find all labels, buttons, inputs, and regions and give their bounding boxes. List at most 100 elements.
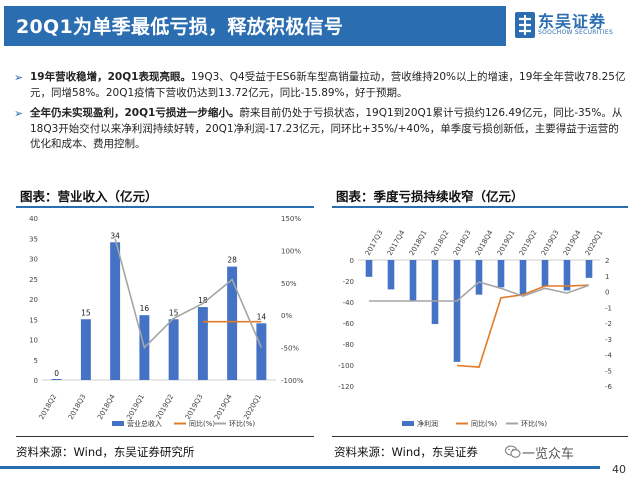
title-banner: 20Q1为单季最低亏损，释放积极信号 (4, 6, 506, 46)
legend-label: 同比(%) (189, 419, 215, 428)
legend-label: 环比(%) (521, 419, 547, 428)
y-left-tick-label: -20 (343, 278, 354, 286)
bar-2019Q4 (227, 266, 238, 380)
x-tick-label: 2020Q1 (584, 229, 605, 257)
legend-swatch (402, 421, 414, 426)
y-left-tick-label: 0 (350, 257, 354, 265)
bar-2019Q1 (497, 260, 505, 288)
x-tick-label: 2019Q1 (125, 393, 146, 421)
y-right-tick-label: -2 (605, 320, 612, 328)
y-right-tick-label: 0 (605, 289, 609, 297)
bar-2018Q2 (431, 260, 439, 325)
x-tick-label: 2018Q1 (408, 229, 429, 257)
y-right-tick-label: 150% (281, 215, 301, 223)
bar-2019Q2 (519, 260, 527, 295)
panel-divider (332, 436, 628, 437)
x-tick-label: 2018Q2 (430, 229, 451, 257)
bar-data-label: 16 (140, 304, 150, 313)
bar-data-label: 28 (227, 256, 237, 265)
y-right-tick-label: -6 (605, 383, 613, 391)
bar-2018Q3 (453, 260, 461, 362)
y-left-tick-label: -60 (343, 320, 354, 328)
bar-2019Q3 (541, 260, 549, 287)
x-tick-label: 2019Q4 (213, 393, 234, 422)
panel-divider (16, 436, 314, 437)
bar-2017Q4 (387, 260, 395, 290)
x-tick-label: 2019Q2 (518, 229, 539, 257)
series-line-qoq (369, 281, 590, 302)
bar-data-label: 15 (169, 308, 179, 317)
x-tick-label: 2019Q3 (184, 393, 205, 421)
y-left-tick-label: 40 (29, 215, 38, 223)
bullet-profit-heading: 全年仍未实现盈利，20Q1亏损进一步缩小。 (30, 107, 240, 119)
bullet-revenue-heading: 19年营收稳增，20Q1表现亮眼。 (30, 71, 191, 83)
y-right-tick-label: -3 (605, 336, 612, 344)
y-left-tick-label: 15 (29, 316, 38, 324)
y-left-tick-label: 20 (29, 296, 38, 304)
bar-data-label: 34 (110, 231, 120, 240)
y-right-tick-label: -5 (605, 367, 612, 375)
x-tick-label: 2020Q1 (242, 393, 263, 421)
footer-divider (0, 466, 600, 469)
revenue-chart-panel: 图表：营业收入（亿元） 0 5 10 15 20 25 30 35 40 -100% -50% 0% 5… (16, 186, 314, 442)
loss-chart-title: 图表：季度亏损持续收窄（亿元） (336, 189, 524, 204)
bar-2020Q1 (585, 260, 593, 278)
arrow-bullet-icon: ➢ (14, 71, 24, 84)
bar-2019Q3 (197, 307, 208, 380)
bar-data-label: 15 (81, 308, 91, 317)
y-left-tick-label: -120 (338, 383, 354, 391)
bullet-revenue-text: 19Q3、Q4受益于ES6新车型高销量拉动，营收维持20%以上的增速，19年全年… (30, 71, 626, 99)
series-line-qoq (114, 238, 263, 350)
revenue-chart-title: 图表：营业收入（亿元） (20, 189, 158, 204)
y-right-tick-label: -50% (281, 345, 299, 353)
y-right-tick-label: -4 (605, 352, 613, 360)
header: 20Q1为单季最低亏损，释放积极信号 东吴证券 SOOCHOW SECURITI… (0, 0, 640, 52)
y-left-tick-label: -100 (338, 362, 354, 370)
revenue-chart: 0 5 10 15 20 25 30 35 40 -100% -50% 0% 50% 100% 150% 0 1… (29, 215, 304, 428)
x-tick-label: 2018Q3 (452, 229, 473, 257)
y-right-tick-label: 0% (281, 312, 292, 320)
bar-data-label: 0 (54, 369, 59, 378)
loss-chart: 0 -20 -40 -60 -80 -100 -120 2 1 0 -1 -2 -3 -4 -5 -6 2017… (338, 228, 613, 428)
x-tick-label: 2018Q4 (96, 393, 117, 422)
x-tick-label: 2017Q4 (386, 228, 407, 257)
watermark: 一览众车 (522, 447, 575, 462)
bullet-revenue: ➢ 19年营收稳增，20Q1表现亮眼。19Q3、Q4受益于ES6新车型高销量拉动… (14, 70, 626, 101)
legend-label: 净利润 (417, 419, 438, 428)
y-left-tick-label: 0 (34, 377, 38, 385)
bar-2018Q3 (80, 319, 91, 380)
y-left-tick-label: 35 (29, 235, 38, 243)
y-left-tick-label: 5 (34, 357, 38, 365)
arrow-bullet-icon: ➢ (14, 107, 24, 120)
loss-chart-source: 资料来源：Wind，东吴证券 (334, 445, 478, 459)
loss-chart-panel: 图表：季度亏损持续收窄（亿元） 0 -20 -40 -60 -80 -100 -120 2 1 0… (332, 186, 628, 442)
y-left-tick-label: -80 (343, 341, 354, 349)
x-tick-label: 2017Q3 (364, 229, 385, 257)
y-right-tick-label: 2 (605, 257, 609, 265)
y-right-tick-label: -1 (605, 304, 612, 312)
bar-2018Q4 (110, 242, 121, 380)
legend-swatch (112, 421, 124, 426)
revenue-chart-source: 资料来源：Wind，东吴证券研究所 (16, 445, 195, 459)
bar-2019Q4 (563, 260, 571, 291)
bar-2017Q3 (365, 260, 373, 277)
y-left-tick-label: 30 (29, 256, 38, 264)
x-tick-label: 2019Q1 (496, 229, 517, 257)
y-right-tick-label: 1 (605, 273, 609, 281)
bar-2019Q2 (168, 319, 179, 380)
x-tick-label: 2019Q2 (155, 393, 176, 421)
logo-mark-icon (515, 12, 535, 38)
bar-2018Q1 (409, 260, 417, 301)
logo-text-cn: 东吴证券 (538, 12, 607, 31)
legend-label: 营业总收入 (127, 419, 162, 428)
bar-data-label: 18 (198, 296, 208, 305)
bullet-profit-text: 蔚来目前仍处于亏损状态，19Q1到20Q1累计亏损约126.49亿元，同比-35… (30, 107, 623, 150)
x-tick-label: 2019Q3 (540, 229, 561, 257)
page-number: 40 (612, 463, 626, 476)
y-right-tick-label: 50% (281, 280, 297, 288)
bar-2018Q4 (475, 260, 483, 295)
legend-label: 环比(%) (229, 419, 255, 428)
page-title: 20Q1为单季最低亏损，释放积极信号 (16, 16, 344, 38)
series-line-yoy (456, 284, 590, 368)
company-logo: 东吴证券 SOOCHOW SECURITIES (514, 8, 636, 46)
